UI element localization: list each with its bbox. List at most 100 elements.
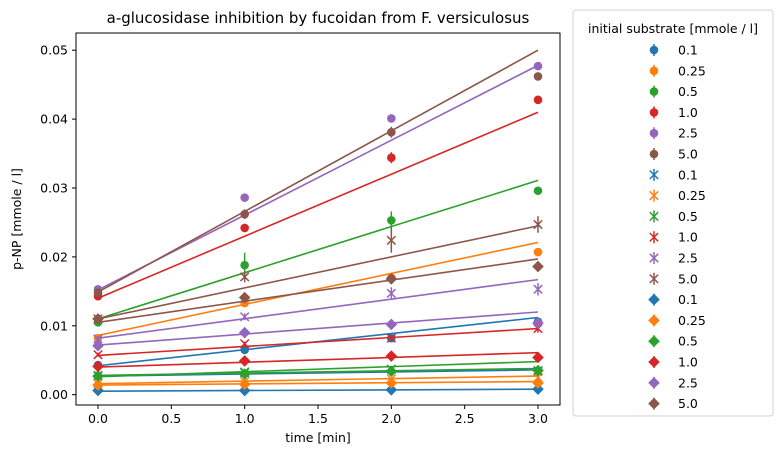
data-point <box>387 153 396 162</box>
legend-entry: 1.0 <box>649 230 698 245</box>
data-point <box>386 235 397 246</box>
x-tick-label: 1.5 <box>308 411 328 426</box>
data-point <box>532 377 544 389</box>
fit-line <box>97 179 539 320</box>
legend-label: 5.0 <box>678 147 698 162</box>
fit-line <box>97 351 539 368</box>
legend-entry: 0.25 <box>649 188 706 203</box>
data-point <box>238 355 251 367</box>
y-tick-label: 0.01 <box>40 318 68 333</box>
data-point <box>239 312 250 322</box>
legend-marker <box>649 232 659 242</box>
axes-frame <box>75 32 561 406</box>
data-point <box>240 260 249 270</box>
data-point <box>532 383 544 395</box>
data-point <box>240 345 249 355</box>
data-point <box>385 377 398 389</box>
data-point <box>532 364 544 377</box>
legend-marker <box>648 377 660 389</box>
x-tick-label: 0.5 <box>161 411 181 426</box>
legend-label: 0.25 <box>678 63 706 78</box>
legend-label: 5.0 <box>678 396 698 411</box>
legend-label: 5.0 <box>678 271 698 286</box>
series-circle-5.0 <box>93 49 543 298</box>
legend-marker <box>649 66 659 76</box>
data-point <box>387 114 396 123</box>
legend-title: initial substrate [mmole / l] <box>588 21 758 36</box>
legend-label: 0.25 <box>678 188 706 203</box>
legend-marker <box>649 274 659 284</box>
legend-marker <box>649 170 659 180</box>
fit-line <box>97 49 539 293</box>
y-axis: 0.00 0.01 0.02 0.03 0.04 0.05 <box>40 43 76 402</box>
data-point <box>238 368 251 380</box>
legend-entry: 0.1 <box>649 167 698 182</box>
data-point <box>386 333 397 343</box>
fit-line <box>97 360 539 378</box>
data-point <box>93 334 103 344</box>
legend-label: 1.0 <box>678 230 698 245</box>
legend-entry: 0.25 <box>648 313 706 328</box>
data-point <box>532 260 544 273</box>
data-point <box>239 272 250 282</box>
legend-marker <box>649 128 659 138</box>
data-point <box>533 219 543 230</box>
data-point <box>533 247 543 257</box>
data-point <box>238 384 251 397</box>
data-point <box>240 193 249 202</box>
legend-entry: 2.5 <box>649 251 698 266</box>
fit-line <box>97 380 539 386</box>
data-point <box>385 318 398 331</box>
data-point <box>385 273 398 285</box>
y-axis-label: p-NP [mmole / l] <box>9 168 24 270</box>
fit-line <box>97 375 539 385</box>
legend-entry: 2.5 <box>648 375 698 390</box>
data-point <box>92 339 104 352</box>
legend-entry: 2.5 <box>649 126 698 141</box>
x-tick-label: 2.0 <box>381 411 401 426</box>
legend: initial substrate [mmole / l] 0.1 0.25 0.5… <box>572 9 774 417</box>
legend-marker <box>649 45 659 55</box>
series-diamond-2.5 <box>92 311 544 352</box>
x-tick-label: 3.0 <box>528 411 548 426</box>
legend-label: 0.1 <box>678 167 698 182</box>
data-point <box>238 326 251 339</box>
legend-entry: 0.25 <box>649 63 706 78</box>
data-point <box>238 378 251 391</box>
legend-label: 1.0 <box>678 355 698 370</box>
legend-label: 0.5 <box>678 209 698 224</box>
legend-label: 2.5 <box>678 126 698 141</box>
plot-area <box>92 49 544 397</box>
series-x-5.0 <box>93 216 543 324</box>
series-diamond-0.25 <box>92 377 544 391</box>
data-point <box>533 72 543 81</box>
legend-marker <box>648 335 660 347</box>
x-axis-label: time [min] <box>285 430 351 445</box>
data-point <box>386 288 397 299</box>
fit-line <box>97 388 539 393</box>
legend-marker <box>649 253 659 263</box>
legend-entry: 0.5 <box>648 334 698 349</box>
legend-entry: 5.0 <box>649 147 698 162</box>
y-tick-label: 0.04 <box>40 112 68 127</box>
data-point <box>92 379 104 391</box>
data-point <box>240 223 249 233</box>
data-point <box>240 209 249 219</box>
fit-line <box>97 258 539 324</box>
y-tick-label: 0.00 <box>40 387 68 402</box>
data-point <box>533 186 543 196</box>
chart-title: a-glucosidase inhibition by fucoidan fro… <box>107 9 530 27</box>
fit-line <box>97 225 539 320</box>
legend-label: 0.5 <box>678 84 698 99</box>
data-point <box>533 284 543 294</box>
data-point <box>387 127 396 137</box>
legend-entry: 0.1 <box>649 43 698 58</box>
y-tick-label: 0.05 <box>40 43 68 58</box>
data-point <box>533 95 543 105</box>
series-x-2.5 <box>93 278 543 344</box>
legend-label: 2.5 <box>678 375 698 390</box>
data-point <box>533 61 543 71</box>
legend-entry: 1.0 <box>649 105 698 120</box>
data-point <box>92 313 104 325</box>
